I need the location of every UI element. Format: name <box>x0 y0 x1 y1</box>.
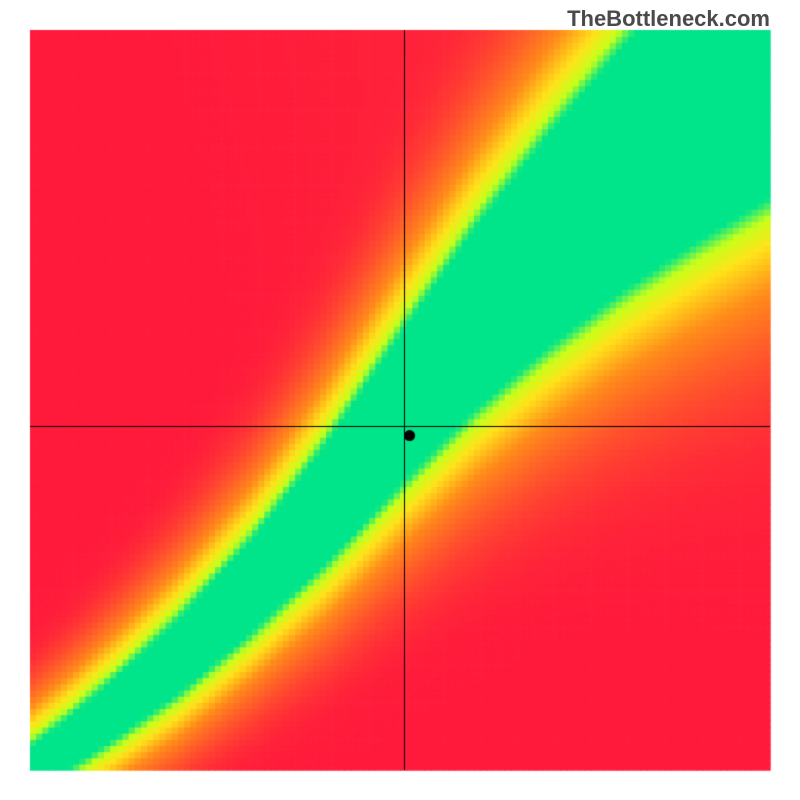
bottleneck-heatmap <box>0 0 800 800</box>
watermark-label: TheBottleneck.com <box>567 6 770 32</box>
chart-container: TheBottleneck.com <box>0 0 800 800</box>
